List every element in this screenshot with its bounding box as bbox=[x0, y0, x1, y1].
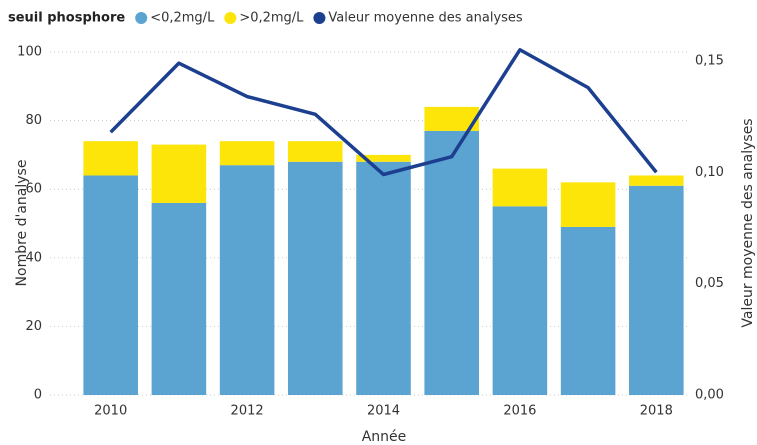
x-tick-label: 2010 bbox=[94, 404, 127, 419]
x-tick-label: 2014 bbox=[367, 404, 400, 419]
bar bbox=[356, 161, 411, 395]
y-tick-label: 60 bbox=[25, 182, 42, 197]
bar bbox=[288, 141, 343, 162]
legend-label: Valeur moyenne des analyses bbox=[328, 11, 522, 26]
legend-title: seuil phosphore bbox=[8, 11, 125, 26]
bar bbox=[83, 175, 138, 395]
x-tick-label: 2018 bbox=[640, 404, 673, 419]
y-axis-title: Nombre d'analyse bbox=[14, 160, 30, 287]
bar bbox=[83, 141, 138, 176]
y2-axis-title: Valeur moyenne des analyses bbox=[740, 118, 756, 327]
bar bbox=[492, 206, 548, 395]
y2-tick-label: 0,15 bbox=[695, 53, 724, 68]
legend-label: >0,2mg/L bbox=[239, 11, 304, 26]
bar bbox=[492, 168, 548, 207]
y-tick-label: 80 bbox=[25, 113, 42, 128]
bar bbox=[629, 185, 684, 395]
legend-marker bbox=[313, 12, 326, 24]
bar bbox=[356, 154, 411, 162]
bar bbox=[560, 226, 616, 395]
y2-tick-label: 0,05 bbox=[695, 276, 724, 291]
y2-tick-label: 0,10 bbox=[695, 165, 724, 180]
legend-label: <0,2mg/L bbox=[150, 11, 215, 26]
bar bbox=[288, 161, 343, 395]
bar bbox=[151, 144, 207, 203]
y-tick-label: 40 bbox=[25, 250, 42, 265]
bar bbox=[219, 141, 275, 166]
legend-marker bbox=[224, 12, 237, 24]
bar bbox=[219, 165, 275, 395]
bar bbox=[629, 175, 684, 186]
bar bbox=[151, 202, 207, 395]
y-tick-label: 100 bbox=[17, 45, 42, 60]
legend-marker bbox=[135, 12, 148, 24]
x-tick-label: 2016 bbox=[503, 404, 536, 419]
y2-tick-label: 0,00 bbox=[695, 388, 724, 403]
line bbox=[109, 48, 658, 177]
x-axis-title: Année bbox=[362, 429, 407, 445]
bar bbox=[560, 182, 616, 227]
y-tick-label: 0 bbox=[34, 388, 42, 403]
x-tick-label: 2012 bbox=[231, 404, 264, 419]
y-tick-label: 20 bbox=[25, 319, 42, 334]
bar bbox=[424, 130, 479, 395]
